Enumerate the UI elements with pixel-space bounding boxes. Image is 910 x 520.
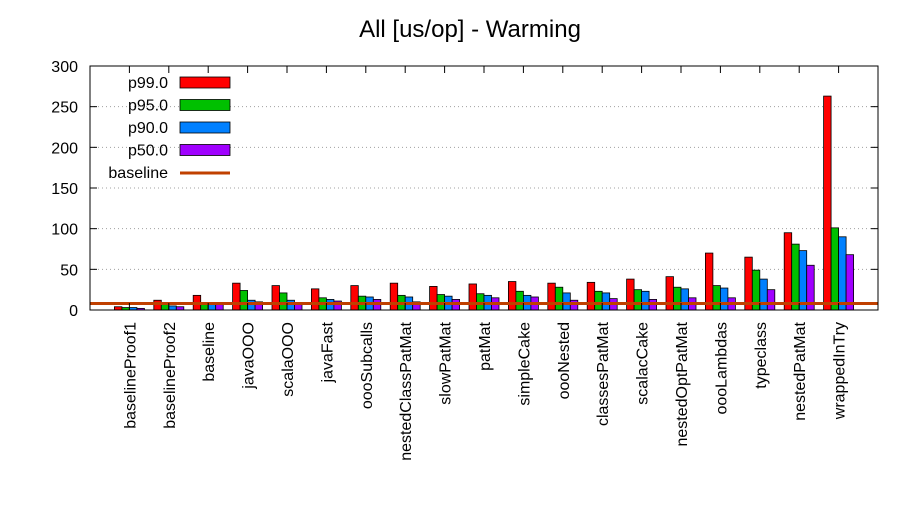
- x-tick-label: baseline: [201, 322, 218, 382]
- bar: [641, 290, 650, 311]
- bar: [476, 293, 485, 311]
- x-tick-label: oooLambdas: [713, 322, 730, 415]
- y-tick-label: 150: [51, 181, 78, 198]
- bar: [712, 285, 721, 311]
- bar: [168, 305, 177, 311]
- bar: [830, 227, 839, 311]
- bar: [798, 250, 808, 311]
- bar: [838, 236, 847, 311]
- x-tick-label: slowPatMat: [438, 321, 455, 404]
- y-tick-label: 50: [60, 262, 78, 279]
- legend: p99.0 p95.0 p90.0 p50.0 baseline: [108, 75, 231, 182]
- x-tick-label: baselineProof2: [162, 322, 179, 429]
- bar: [310, 288, 320, 311]
- bar: [586, 281, 596, 311]
- bar: [232, 282, 241, 311]
- x-tick-label: baselineProof1: [122, 322, 139, 429]
- bar: [783, 232, 793, 311]
- bar: [680, 288, 689, 311]
- x-tick-label: classesPatMat: [595, 321, 612, 426]
- axes-group: 0 50 100 150 200 250 300 baselineProof1 baseline…: [51, 59, 879, 461]
- bar: [766, 289, 776, 311]
- x-tick-label: oooNested: [556, 322, 573, 399]
- bar: [239, 290, 249, 311]
- legend-swatch: [179, 121, 231, 134]
- bar: [601, 292, 611, 311]
- bar: [350, 285, 359, 311]
- legend-swatch: [179, 99, 231, 111]
- bar: [562, 292, 571, 311]
- bar: [468, 283, 477, 311]
- x-tick-label: oooSubcalls: [359, 322, 376, 409]
- legend-swatch: [179, 144, 231, 156]
- y-tick-label: 0: [69, 303, 78, 320]
- legend-label: baseline: [108, 165, 168, 182]
- bar: [271, 285, 280, 311]
- bar: [554, 286, 564, 311]
- bar: [279, 292, 288, 311]
- bar: [389, 282, 399, 311]
- legend-label: p50.0: [128, 143, 168, 160]
- chart-title: All [us/op] - Warming: [359, 16, 581, 43]
- x-tick-label: nestedOptPatMat: [674, 321, 691, 446]
- bar: [633, 289, 642, 311]
- bar: [160, 303, 170, 311]
- bar: [215, 303, 224, 311]
- bar: [594, 290, 603, 311]
- bar: [286, 299, 295, 311]
- bar: [705, 252, 714, 311]
- x-tick-label: wrappedInTry: [832, 322, 849, 420]
- bar: [823, 95, 832, 311]
- bar: [720, 287, 729, 311]
- bar: [673, 286, 682, 311]
- x-tick-label: nestedClassPatMat: [398, 321, 415, 460]
- bar: [429, 286, 438, 311]
- x-tick-label: patMat: [477, 321, 494, 370]
- bar: [515, 290, 524, 311]
- legend-label: p90.0: [128, 120, 168, 137]
- y-tick-label: 100: [51, 222, 78, 239]
- x-tick-label: javaFast: [319, 321, 336, 383]
- bar: [759, 278, 768, 311]
- x-tick-label: scalacCake: [635, 322, 652, 405]
- legend-label: p95.0: [128, 98, 168, 115]
- legend-label: p99.0: [128, 75, 168, 92]
- x-tick-label: scalaOOO: [280, 322, 297, 397]
- bar: [547, 282, 556, 311]
- y-tick-label: 250: [51, 100, 78, 117]
- bar: [665, 276, 674, 311]
- bar: [626, 278, 635, 311]
- bar: [507, 281, 517, 311]
- bar: [569, 299, 579, 311]
- y-tick-label: 300: [51, 59, 78, 76]
- x-tick-label: typeclass: [753, 322, 770, 389]
- legend-swatch: [179, 76, 231, 89]
- x-tick-label: javaOOO: [241, 322, 258, 390]
- plot-frame: [89, 65, 879, 311]
- bar: [247, 299, 256, 311]
- bar: [791, 243, 800, 311]
- bar: [845, 254, 854, 311]
- x-tick-label: nestedPatMat: [792, 321, 809, 420]
- x-tick-label: simpleCake: [516, 322, 533, 406]
- bar: [153, 299, 162, 311]
- y-tick-label: 200: [51, 140, 78, 157]
